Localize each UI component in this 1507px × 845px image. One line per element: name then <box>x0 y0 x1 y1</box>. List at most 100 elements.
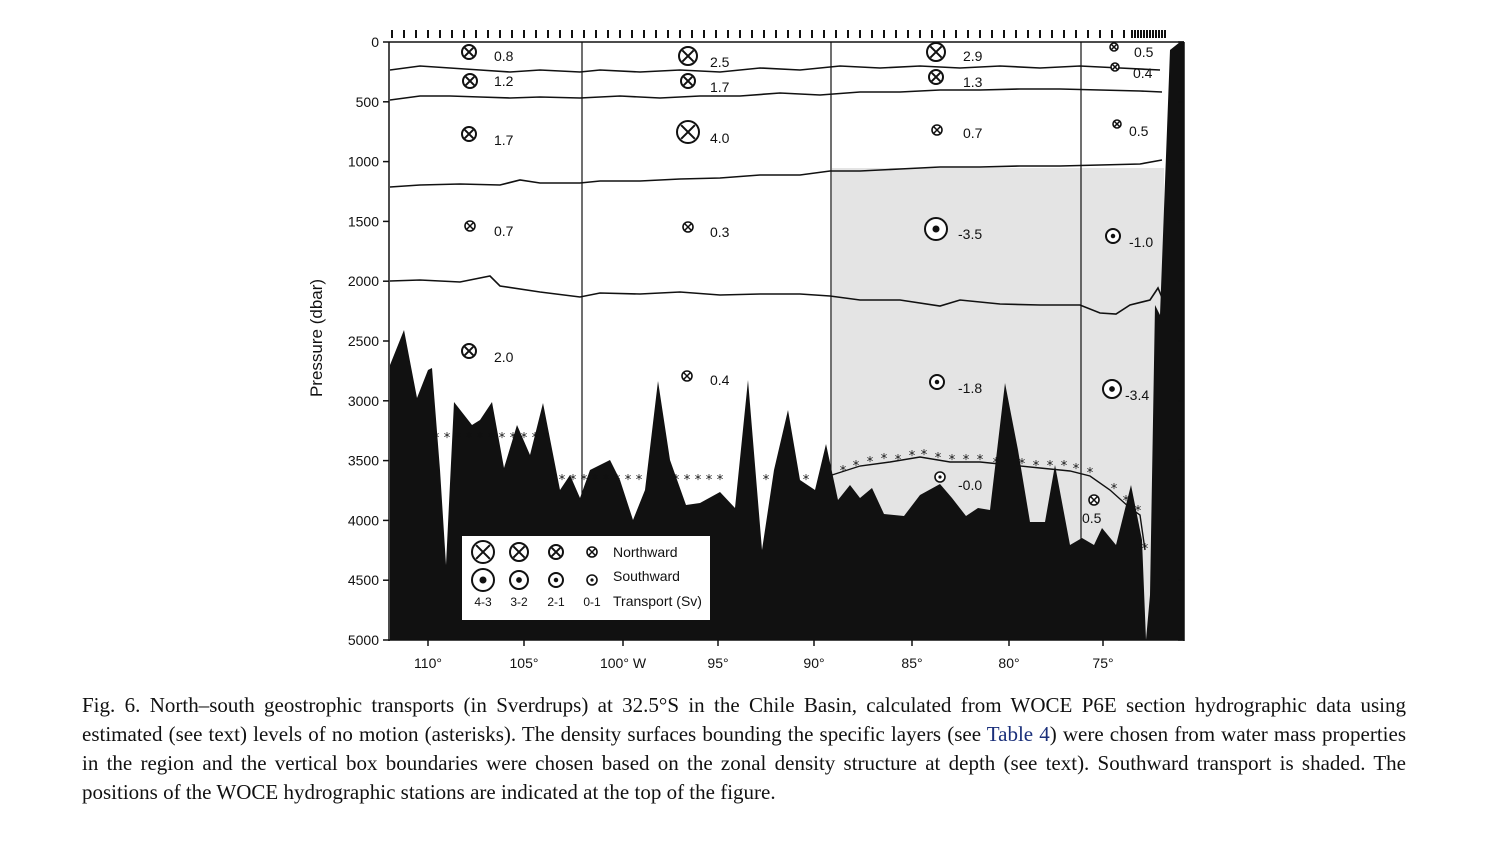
x-tick-label: 90° <box>803 655 824 671</box>
asterisk: * <box>433 431 440 446</box>
northward-symbol <box>461 343 477 359</box>
density-surface-3 <box>389 159 1163 188</box>
asterisk: * <box>1047 459 1054 474</box>
legend-southward-symbol <box>509 570 529 590</box>
transport-value-label: 1.7 <box>710 79 730 95</box>
legend-northward-symbol <box>509 542 529 562</box>
asterisk: * <box>803 473 810 488</box>
y-tick-label: 1000 <box>348 154 379 170</box>
asterisk: * <box>921 448 928 463</box>
legend-southward-symbol <box>471 568 495 592</box>
northward-symbol <box>676 120 700 144</box>
southward-symbol <box>929 374 945 390</box>
y-tick-label: 3500 <box>348 453 379 469</box>
northward-symbol <box>1112 119 1122 129</box>
asterisk: * <box>673 473 680 488</box>
transport-value-label: 1.7 <box>494 132 514 148</box>
legend-box <box>462 536 710 620</box>
y-tick-label: 2500 <box>348 333 379 349</box>
asterisk: * <box>592 473 599 488</box>
asterisk: * <box>444 431 451 446</box>
asterisk: * <box>625 473 632 488</box>
table-4-link[interactable]: Table 4 <box>986 722 1050 746</box>
asterisk: * <box>543 431 550 446</box>
transport-value-label: 0.7 <box>494 223 514 239</box>
asterisk: * <box>466 431 473 446</box>
southward-symbol <box>934 471 946 483</box>
legend-transport: Transport (Sv) <box>613 593 702 609</box>
northward-symbol <box>1109 42 1119 52</box>
x-tick-label: 110° <box>414 655 442 671</box>
asterisk: * <box>1111 482 1118 497</box>
x-axis-ticks: 110° 105° 100° W 95° 90° 85° 80° 75° <box>414 640 1114 671</box>
asterisk: * <box>840 464 847 479</box>
asterisk: * <box>763 473 770 488</box>
asterisk: * <box>499 431 506 446</box>
y-tick-label: 5000 <box>348 632 379 648</box>
transport-value-label: -3.4 <box>1125 387 1149 403</box>
transport-value-label: 0.7 <box>963 125 983 141</box>
asterisk: * <box>488 431 495 446</box>
transport-value-label: 2.5 <box>710 54 730 70</box>
asterisk: * <box>510 431 517 446</box>
y-tick-label: 1500 <box>348 213 379 229</box>
asterisk: * <box>909 449 916 464</box>
density-surfaces <box>389 65 1164 315</box>
transport-value-label: -3.5 <box>958 226 982 242</box>
asterisk: * <box>949 453 956 468</box>
legend-class-4-3: 4-3 <box>474 595 492 609</box>
southward-symbol <box>924 217 948 241</box>
asterisk: * <box>717 473 724 488</box>
legend-southward: Southward <box>613 568 680 584</box>
asterisk: * <box>614 473 621 488</box>
y-tick-label: 2000 <box>348 273 379 289</box>
northward-symbol <box>926 42 946 62</box>
x-tick-label: 100° W <box>600 655 647 671</box>
x-tick-label: 75° <box>1092 655 1113 671</box>
asterisk: * <box>477 431 484 446</box>
northward-symbol <box>681 370 693 382</box>
asterisk: * <box>881 452 888 467</box>
northward-symbol <box>678 46 698 66</box>
asterisk: * <box>706 473 713 488</box>
transport-value-label: 4.0 <box>710 130 730 146</box>
transport-value-label: 0.3 <box>710 224 730 240</box>
transport-value-label: 1.3 <box>963 74 983 90</box>
transport-value-label: 0.4 <box>710 372 730 388</box>
transport-value-label: 2.9 <box>963 48 983 64</box>
asterisk: * <box>977 453 984 468</box>
southward-symbol <box>1102 379 1122 399</box>
y-tick-label: 500 <box>356 94 380 110</box>
asterisk: * <box>603 473 610 488</box>
y-tick-label: 3000 <box>348 393 379 409</box>
density-surface-4 <box>389 275 1164 315</box>
asterisk: * <box>455 431 462 446</box>
asterisk: * <box>1087 466 1094 481</box>
asterisk: * <box>1061 459 1068 474</box>
transport-value-label: -1.0 <box>1129 234 1153 250</box>
asterisk: * <box>1123 494 1130 509</box>
transport-value-label: 0.5 <box>1134 44 1154 60</box>
caption-text-1: Fig. 6. North–south geostrophic transpor… <box>82 693 1406 746</box>
transport-value-label: 2.0 <box>494 349 514 365</box>
asterisk: * <box>895 453 902 468</box>
legend-northward-symbol <box>586 546 598 558</box>
asterisk: * <box>581 473 588 488</box>
asterisk: * <box>684 473 691 488</box>
legend-northward: Northward <box>613 544 678 560</box>
transport-value-label: 0.8 <box>494 48 514 64</box>
northward-symbol <box>928 69 944 85</box>
asterisk: * <box>993 456 1000 471</box>
seafloor-topography <box>390 42 1184 640</box>
x-tick-label: 105° <box>510 655 539 671</box>
transport-symbols: 0.8 1.2 1.7 0.7 2.0 2.5 1.7 4.0 0.3 0.4 2.9 1.3 0.7 -… <box>461 42 1154 526</box>
legend-northward-symbol <box>548 544 564 560</box>
transport-value-label: 1.2 <box>494 73 514 89</box>
y-tick-label: 4000 <box>348 512 379 528</box>
asterisk: * <box>521 431 528 446</box>
northward-symbol <box>931 124 943 136</box>
asterisk: * <box>1073 462 1080 477</box>
no-motion-asterisks: * * * * * * * * * * * * * * * * * * * * * * * * * * * * * * * * * * * * * * * *… <box>433 431 1149 557</box>
asterisk: * <box>963 453 970 468</box>
legend-class-0-1: 0-1 <box>583 595 601 609</box>
